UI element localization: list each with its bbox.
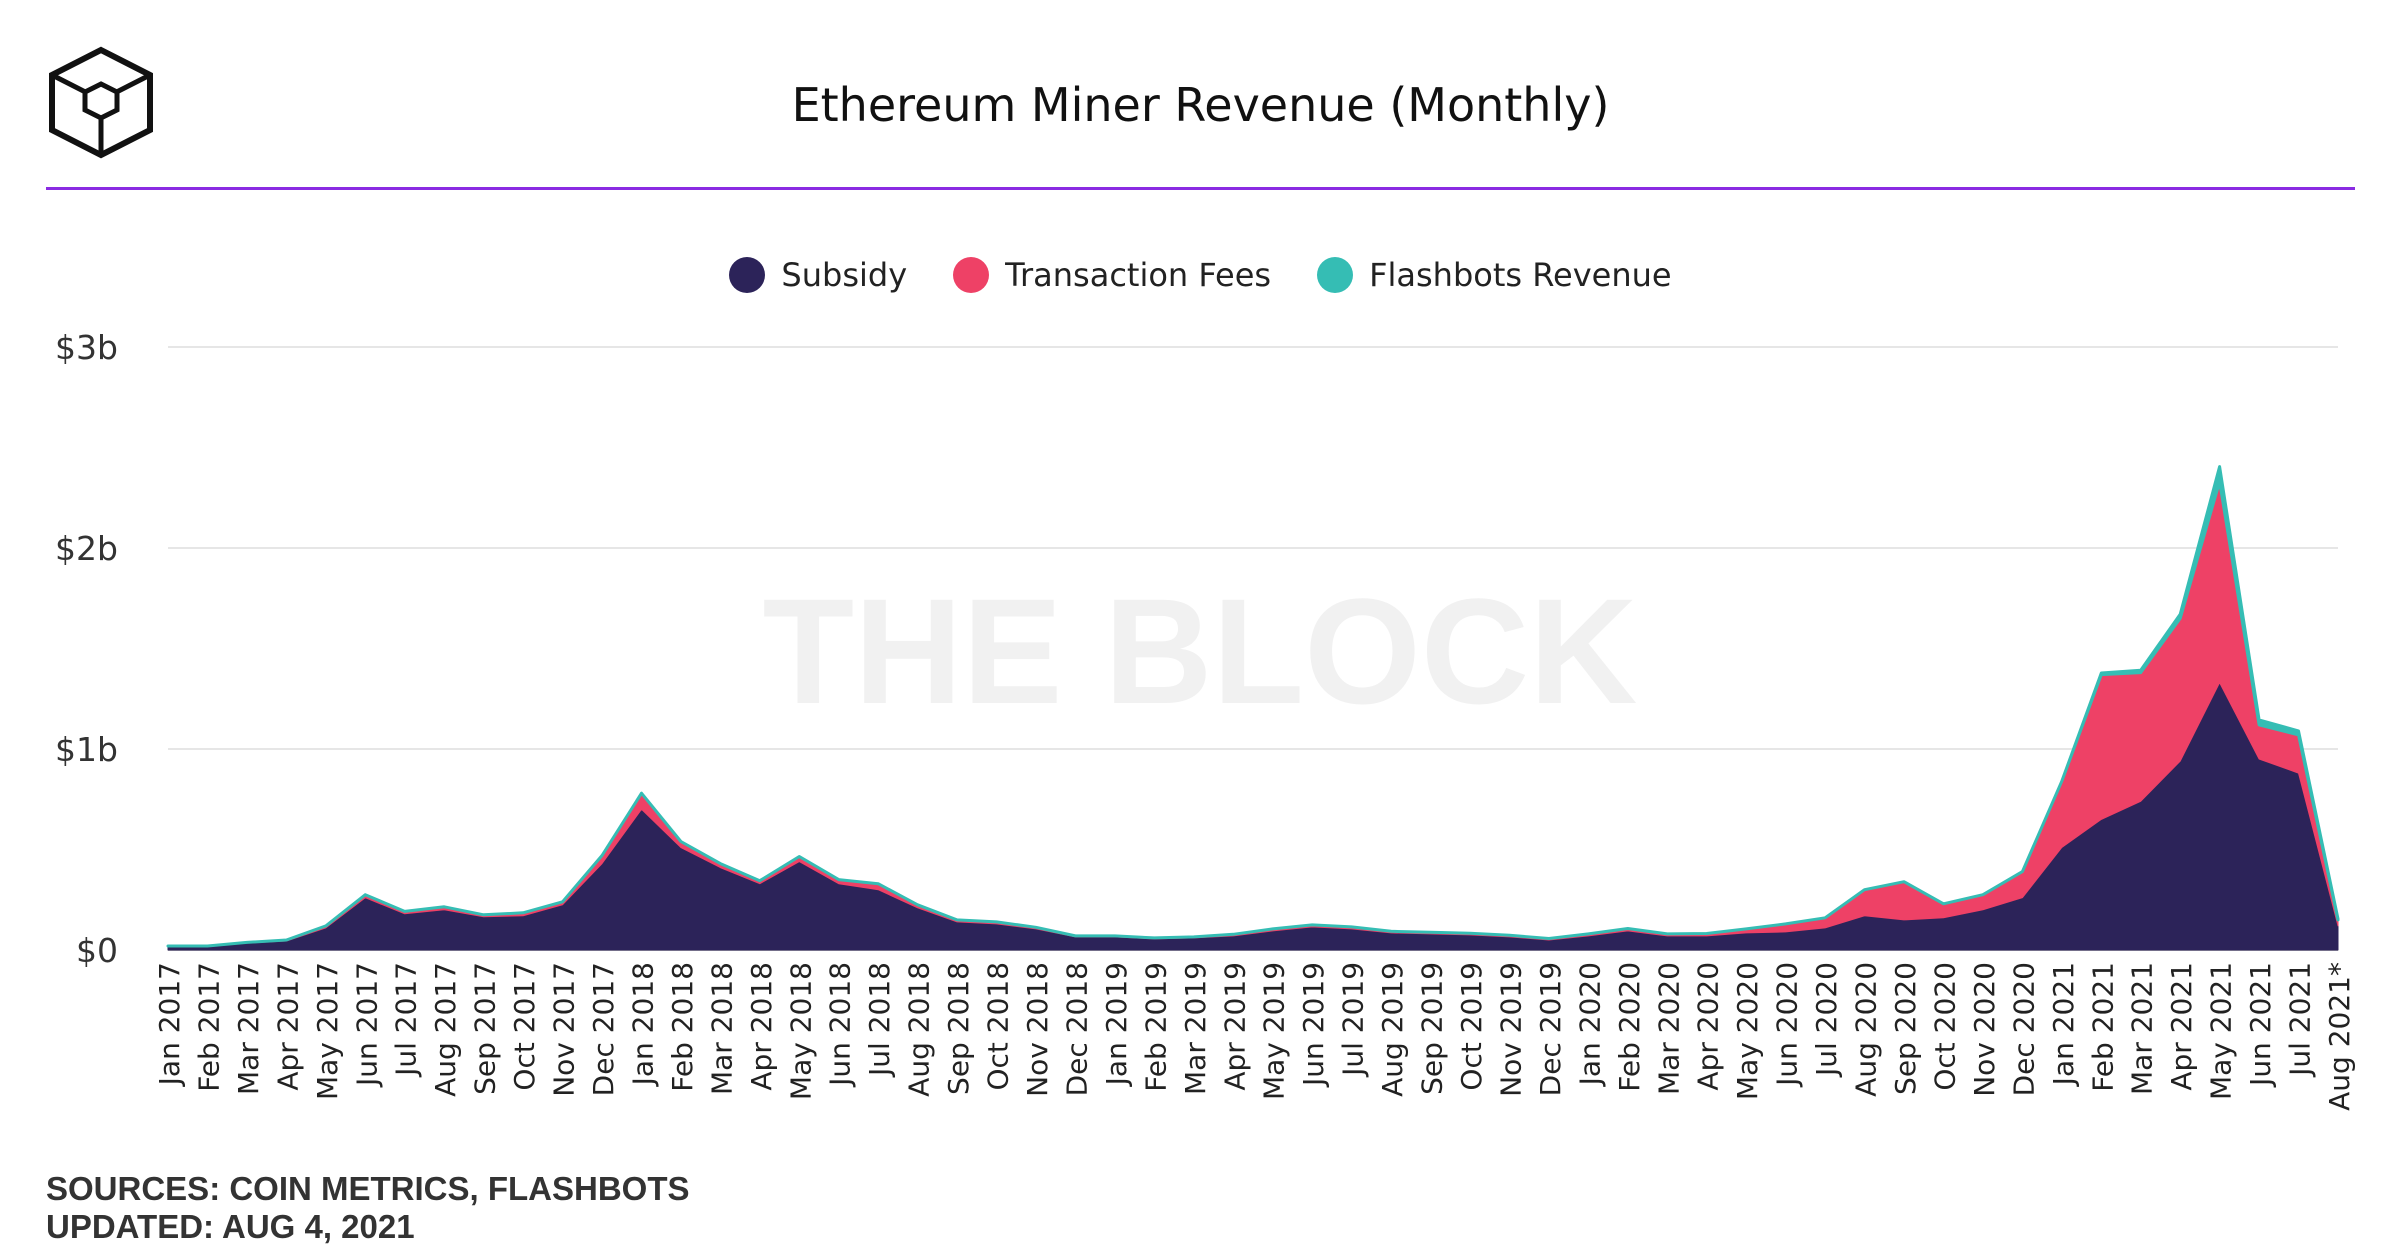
x-tick-label: Jul 2017 — [390, 962, 423, 1078]
y-tick-label: $3b — [55, 328, 118, 367]
x-tick-label: Jun 2017 — [350, 962, 383, 1088]
x-tick-label: Mar 2020 — [1652, 962, 1685, 1095]
y-tick-label: $2b — [55, 529, 118, 568]
x-tick-label: Mar 2021 — [2126, 962, 2159, 1095]
legend-item-flashbots-revenue: Flashbots Revenue — [1317, 256, 1672, 294]
x-tick-label: Jun 2018 — [824, 962, 857, 1088]
x-tick-label: Nov 2020 — [1968, 962, 2001, 1097]
source-note: SOURCES: COIN METRICS, FLASHBOTS UPDATED… — [46, 1170, 690, 1246]
legend-swatch-flashbots-revenue — [1317, 257, 1354, 293]
x-tick-label: Feb 2018 — [666, 962, 699, 1092]
x-tick-label: Feb 2020 — [1613, 962, 1646, 1092]
x-tick-label: Jan 2020 — [1573, 962, 1606, 1087]
updated-text: UPDATED: AUG 4, 2021 — [46, 1208, 415, 1245]
sources-text: SOURCES: COIN METRICS, FLASHBOTS — [46, 1170, 690, 1207]
x-tick-label: Sep 2017 — [469, 962, 502, 1095]
x-tick-label: Sep 2019 — [1416, 962, 1449, 1095]
x-tick-label: May 2020 — [1731, 962, 1764, 1100]
x-tick-label: Feb 2021 — [2086, 962, 2119, 1092]
x-tick-label: Jul 2020 — [1810, 962, 1843, 1078]
x-tick-label: Apr 2020 — [1692, 962, 1725, 1091]
x-tick-label: Nov 2018 — [1021, 962, 1054, 1097]
x-tick-label: Dec 2018 — [1061, 962, 1094, 1096]
x-tick-label: Jan 2019 — [1100, 962, 1133, 1087]
x-tick-label: Oct 2018 — [982, 962, 1015, 1091]
legend-swatch-transaction-fees — [953, 257, 990, 293]
area-flashbots-revenue — [166, 465, 2340, 948]
x-tick-label: Dec 2020 — [2007, 962, 2040, 1096]
x-tick-label: Jan 2021 — [2047, 962, 2080, 1087]
watermark: THE BLOCK — [763, 567, 1638, 735]
x-tick-label: May 2017 — [311, 962, 344, 1100]
x-tick-label: Jun 2019 — [1297, 962, 1330, 1088]
x-tick-label: Jan 2017 — [153, 962, 186, 1087]
legend-label-subsidy: Subsidy — [781, 256, 908, 294]
x-tick-label: Jul 2021 — [2284, 962, 2317, 1078]
y-tick-label: $0 — [76, 931, 118, 970]
x-tick-label: Mar 2019 — [1179, 962, 1212, 1095]
legend-item-subsidy: Subsidy — [729, 256, 907, 294]
x-tick-label: Nov 2019 — [1495, 962, 1528, 1097]
x-tick-label: May 2018 — [784, 962, 817, 1100]
x-tick-label: Oct 2017 — [508, 962, 541, 1091]
x-tick-label: Jun 2021 — [2244, 962, 2277, 1088]
x-tick-label: Aug 2018 — [903, 962, 936, 1097]
x-tick-label: Dec 2019 — [1534, 962, 1567, 1096]
x-tick-label: Aug 2017 — [429, 962, 462, 1097]
revenue-area-chart: THE BLOCK $0$1b$2b$3b Jan 2017 Feb 2017 Ma… — [55, 328, 2356, 1111]
x-tick-label: May 2021 — [2205, 962, 2238, 1100]
x-tick-label: Oct 2019 — [1455, 962, 1488, 1091]
x-tick-label: Mar 2017 — [232, 962, 265, 1095]
x-tick-label: Aug 2021* — [2323, 962, 2356, 1111]
x-tick-label: Jul 2018 — [863, 962, 896, 1078]
the-block-logo-icon — [49, 46, 153, 159]
x-tick-label: Apr 2021 — [2165, 962, 2198, 1091]
x-tick-label: Apr 2018 — [745, 962, 778, 1091]
x-tick-label: Feb 2017 — [193, 962, 226, 1092]
y-axis-ticks: $0 $1b $2b $3b — [55, 328, 118, 970]
x-tick-label: Jul 2019 — [1337, 962, 1370, 1078]
x-tick-label: May 2019 — [1258, 962, 1291, 1100]
title-divider — [46, 187, 2355, 190]
x-tick-label: Oct 2020 — [1929, 962, 1962, 1091]
x-tick-label: Apr 2019 — [1218, 962, 1251, 1091]
x-tick-label: Apr 2017 — [271, 962, 304, 1091]
x-tick-label: Feb 2019 — [1139, 962, 1172, 1092]
x-tick-label: Mar 2018 — [705, 962, 738, 1095]
x-tick-label: Sep 2020 — [1889, 962, 1922, 1095]
legend-item-transaction-fees: Transaction Fees — [953, 256, 1271, 294]
x-tick-label: Jun 2020 — [1771, 962, 1804, 1088]
stacked-areas — [166, 465, 2340, 951]
x-tick-label: Aug 2019 — [1376, 962, 1409, 1097]
x-axis-ticks: Jan 2017 Feb 2017 Mar 2017 Apr 2017 May 2017… — [153, 962, 2356, 1111]
chart-legend: Subsidy Transaction Fees Flashbots Reven… — [0, 256, 2401, 294]
page-title: Ethereum Miner Revenue (Monthly) — [791, 78, 1610, 132]
x-tick-label: Dec 2017 — [587, 962, 620, 1096]
x-tick-label: Sep 2018 — [942, 962, 975, 1095]
legend-label-flashbots-revenue: Flashbots Revenue — [1369, 256, 1672, 294]
x-tick-label: Aug 2020 — [1850, 962, 1883, 1097]
legend-swatch-subsidy — [729, 257, 766, 293]
legend-label-transaction-fees: Transaction Fees — [1005, 256, 1272, 294]
y-tick-label: $1b — [55, 730, 118, 769]
x-tick-label: Nov 2017 — [548, 962, 581, 1097]
x-tick-label: Jan 2018 — [627, 962, 660, 1087]
